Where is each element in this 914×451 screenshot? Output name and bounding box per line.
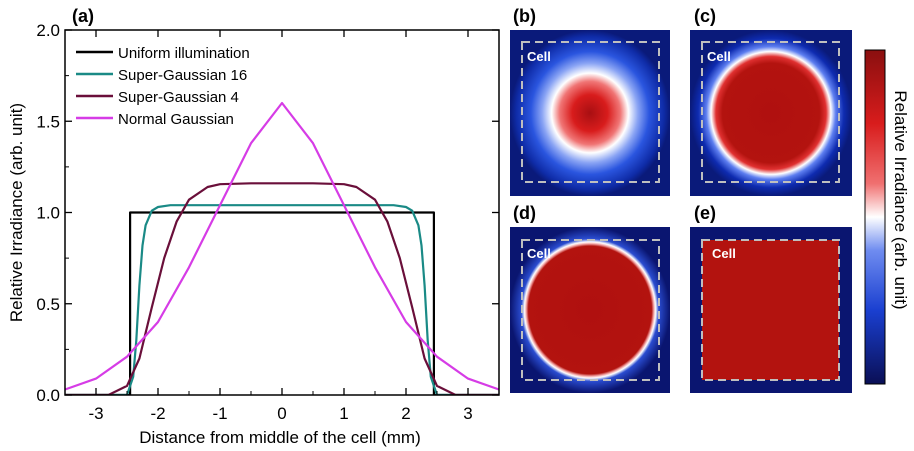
legend: Uniform illumination Super-Gaussian 16 Sup… bbox=[76, 45, 250, 128]
heatmap-c-field bbox=[690, 30, 852, 196]
panel-label-a: (a) bbox=[72, 6, 94, 26]
heatmap-d-field bbox=[510, 227, 670, 393]
cell-label-e: Cell bbox=[712, 246, 736, 261]
legend-label-3: Normal Gaussian bbox=[118, 111, 234, 128]
y-tick-label-0: 0.0 bbox=[36, 386, 60, 405]
x-tick-label-2: -1 bbox=[212, 404, 227, 423]
cell-label-d: Cell bbox=[527, 246, 551, 261]
heatmap-panel-b: Cell (b) bbox=[510, 6, 670, 196]
panel-label-b: (b) bbox=[513, 6, 536, 26]
series-line-0 bbox=[65, 211, 499, 395]
series-group bbox=[65, 101, 499, 395]
x-tick-label-4: 1 bbox=[339, 404, 348, 423]
y-tick-label-3: 1.5 bbox=[36, 112, 60, 131]
cell-outline-c bbox=[701, 41, 840, 183]
x-tick-label-5: 2 bbox=[401, 404, 410, 423]
x-tick-label-6: 3 bbox=[463, 404, 472, 423]
legend-label-2: Super-Gaussian 4 bbox=[118, 89, 239, 106]
colorbar: Relative Irradiance (arb. unit) bbox=[864, 49, 910, 385]
heatmap-panel-e: Cell (e) bbox=[690, 203, 852, 393]
heatmap-panel-c: Cell (c) bbox=[690, 6, 852, 196]
series-line-2 bbox=[65, 182, 499, 395]
panel-label-e: (e) bbox=[694, 203, 716, 223]
series-line-1 bbox=[65, 204, 499, 395]
y-tick-label-2: 1.0 bbox=[36, 204, 60, 223]
y-tick-label-1: 0.5 bbox=[36, 295, 60, 314]
panel-label-c: (c) bbox=[694, 6, 716, 26]
cell-outline-b bbox=[521, 41, 660, 183]
colorbar-gradient bbox=[864, 49, 886, 385]
y-axis-label: Relative Irradiance (arb. unit) bbox=[7, 103, 26, 322]
heatmap-panel-d: Cell (d) bbox=[510, 203, 670, 393]
chart-a: -3 -2 -1 0 1 2 3 0.0 0.5 1.0 1.5 2.0 Distance from m… bbox=[7, 6, 500, 447]
cell-label-c: Cell bbox=[707, 49, 731, 64]
colorbar-label: Relative Irradiance (arb. unit) bbox=[891, 90, 910, 309]
panel-label-d: (d) bbox=[513, 203, 536, 223]
cell-outline-d bbox=[521, 239, 660, 381]
x-tick-label-3: 0 bbox=[277, 404, 286, 423]
x-tick-label-0: -3 bbox=[88, 404, 103, 423]
heatmap-e-cell-fill bbox=[702, 240, 839, 380]
x-tick-label-1: -2 bbox=[150, 404, 165, 423]
legend-label-0: Uniform illumination bbox=[118, 45, 250, 62]
legend-label-1: Super-Gaussian 16 bbox=[118, 67, 247, 84]
y-tick-label-4: 2.0 bbox=[36, 21, 60, 40]
cell-outline-e bbox=[701, 239, 840, 381]
x-axis-label: Distance from middle of the cell (mm) bbox=[139, 428, 421, 447]
heatmap-b-field bbox=[510, 30, 670, 196]
series-line-3 bbox=[65, 101, 499, 391]
cell-label-b: Cell bbox=[527, 49, 551, 64]
